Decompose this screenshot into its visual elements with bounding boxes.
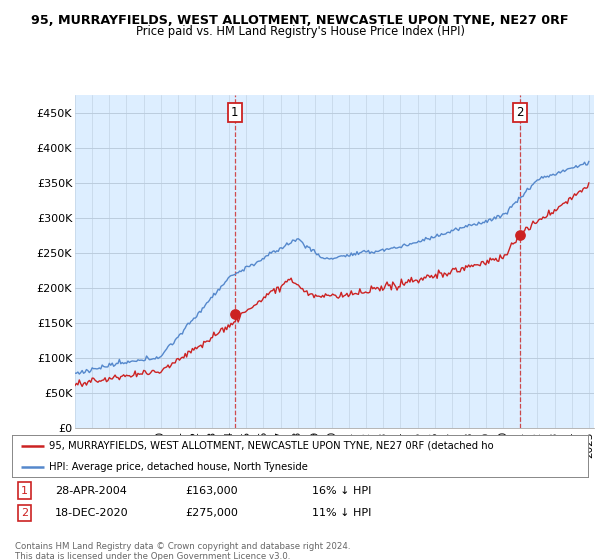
Text: 95, MURRAYFIELDS, WEST ALLOTMENT, NEWCASTLE UPON TYNE, NE27 0RF (detached ho: 95, MURRAYFIELDS, WEST ALLOTMENT, NEWCAS… xyxy=(49,441,494,451)
Text: 95, MURRAYFIELDS, WEST ALLOTMENT, NEWCASTLE UPON TYNE, NE27 0RF: 95, MURRAYFIELDS, WEST ALLOTMENT, NEWCAS… xyxy=(31,14,569,27)
Text: 18-DEC-2020: 18-DEC-2020 xyxy=(55,508,129,518)
Text: £163,000: £163,000 xyxy=(185,486,238,496)
Text: 2: 2 xyxy=(20,508,28,518)
Text: HPI: Average price, detached house, North Tyneside: HPI: Average price, detached house, Nort… xyxy=(49,461,308,472)
Point xyxy=(230,310,239,319)
Text: £275,000: £275,000 xyxy=(185,508,238,518)
Text: 11% ↓ HPI: 11% ↓ HPI xyxy=(311,508,371,518)
Text: Price paid vs. HM Land Registry's House Price Index (HPI): Price paid vs. HM Land Registry's House … xyxy=(136,25,464,38)
Text: Contains HM Land Registry data © Crown copyright and database right 2024.
This d: Contains HM Land Registry data © Crown c… xyxy=(15,542,350,560)
Text: 16% ↓ HPI: 16% ↓ HPI xyxy=(311,486,371,496)
Text: 1: 1 xyxy=(20,486,28,496)
Text: 1: 1 xyxy=(231,106,239,119)
Text: 28-APR-2004: 28-APR-2004 xyxy=(55,486,127,496)
Text: 2: 2 xyxy=(516,106,524,119)
Point xyxy=(515,231,524,240)
